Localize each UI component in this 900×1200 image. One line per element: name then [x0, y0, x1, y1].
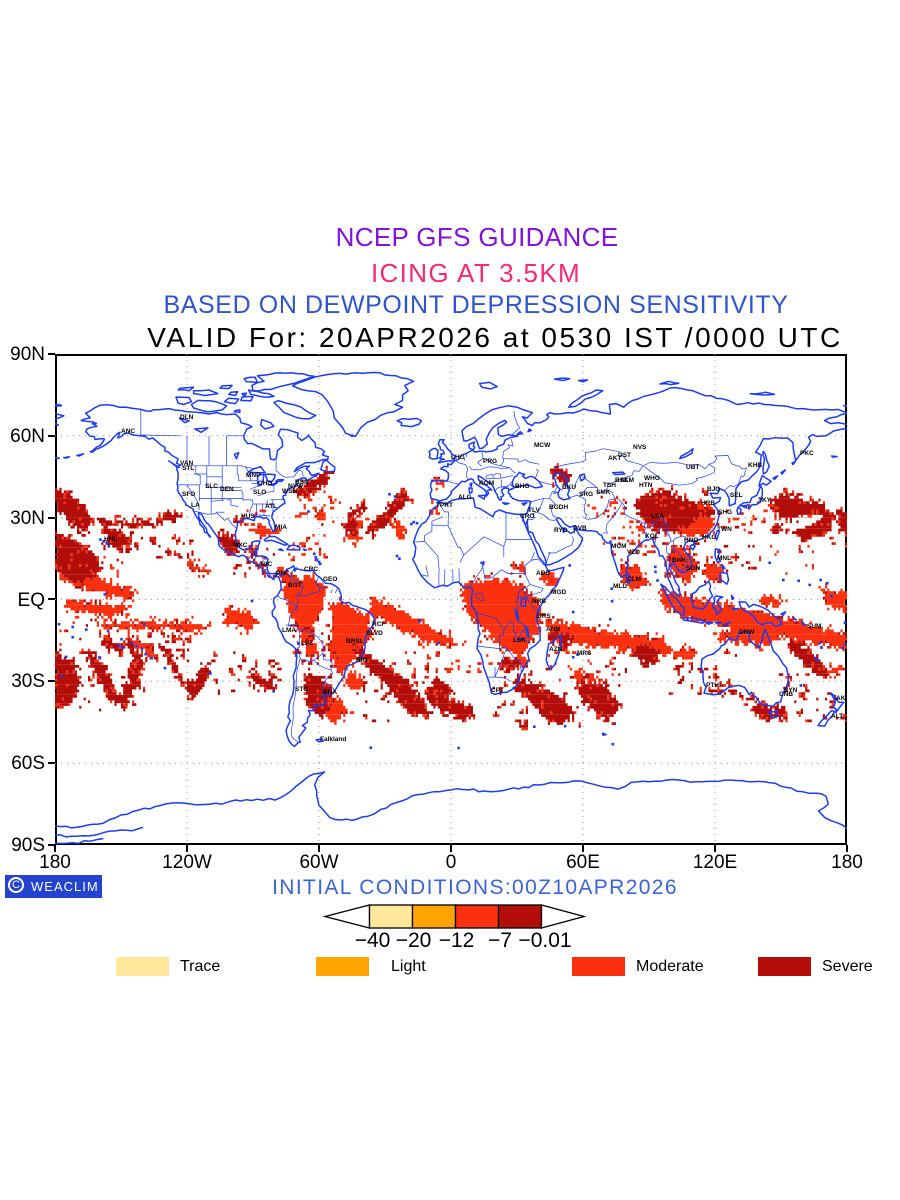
svg-text:PTH: PTH: [706, 682, 719, 689]
svg-text:PNC: PNC: [276, 570, 290, 577]
svg-text:MUM: MUM: [611, 543, 627, 550]
svg-text:SLO: SLO: [253, 489, 266, 496]
svg-text:HTN: HTN: [639, 482, 653, 489]
svg-text:SYN: SYN: [784, 687, 798, 694]
svg-text:BSN: BSN: [295, 479, 309, 486]
svg-text:MIA: MIA: [275, 524, 287, 531]
svg-text:MCW: MCW: [534, 442, 551, 449]
svg-text:SEL: SEL: [730, 492, 743, 499]
svg-text:LSK: LSK: [513, 637, 526, 644]
svg-text:SUM: SUM: [807, 623, 821, 630]
svg-text:NRB: NRB: [532, 598, 546, 605]
svg-text:MLD: MLD: [613, 583, 627, 590]
svg-text:BJG: BJG: [707, 486, 720, 493]
svg-text:CLM: CLM: [627, 576, 641, 583]
svg-text:BKK: BKK: [672, 557, 686, 564]
svg-text:MXC: MXC: [233, 542, 248, 549]
svg-text:PRG: PRG: [483, 458, 497, 465]
svg-text:MNL: MNL: [717, 555, 731, 562]
svg-text:KOL: KOL: [645, 533, 659, 540]
svg-text:SHG: SHG: [718, 509, 732, 516]
svg-text:BGDH: BGDH: [549, 504, 568, 511]
svg-text:ALT: ALT: [831, 713, 843, 720]
svg-text:TKY: TKY: [758, 497, 772, 504]
svg-text:VAN: VAN: [180, 460, 194, 467]
svg-text:LSA: LSA: [651, 513, 664, 520]
svg-text:NIC: NIC: [261, 561, 273, 568]
svg-text:DEN: DEN: [220, 486, 234, 493]
svg-text:HRB: HRB: [701, 500, 715, 507]
svg-text:HNO: HNO: [684, 537, 698, 544]
svg-text:GEO: GEO: [323, 576, 337, 583]
svg-text:SLVD: SLVD: [366, 630, 383, 637]
svg-text:NVS: NVS: [633, 444, 647, 451]
svg-text:LHG: LHG: [451, 454, 465, 461]
svg-text:ALM: ALM: [620, 477, 634, 484]
svg-text:ROM: ROM: [479, 480, 494, 487]
svg-text:UBT: UBT: [686, 464, 699, 471]
svg-text:DRW: DRW: [739, 629, 755, 636]
svg-text:DLN: DLN: [180, 414, 194, 421]
svg-text:TWN: TWN: [717, 526, 732, 533]
svg-text:CRC: CRC: [304, 566, 318, 573]
svg-text:BKU: BKU: [562, 484, 576, 491]
svg-text:BGT: BGT: [288, 582, 302, 589]
svg-text:RIO: RIO: [356, 657, 368, 664]
svg-text:CRO: CRO: [520, 513, 534, 520]
svg-text:PKC: PKC: [800, 450, 814, 457]
svg-text:MGD: MGD: [551, 589, 566, 596]
svg-text:TPRT: TPRT: [436, 502, 453, 509]
svg-text:WHG: WHG: [644, 475, 660, 482]
svg-text:HUS: HUS: [241, 513, 255, 520]
svg-text:ANN: ANN: [546, 626, 560, 633]
svg-text:SRG: SRG: [579, 491, 593, 498]
svg-text:ATL: ATL: [265, 503, 277, 510]
svg-text:VZD: VZD: [627, 549, 640, 556]
svg-text:RYD: RYD: [554, 527, 568, 534]
svg-text:UST: UST: [618, 452, 631, 459]
svg-text:MNP: MNP: [246, 472, 261, 479]
svg-text:SFO: SFO: [182, 491, 195, 498]
svg-text:ANC: ANC: [121, 428, 135, 435]
svg-text:TSH: TSH: [603, 482, 616, 489]
svg-text:Falkland: Falkland: [320, 736, 346, 743]
svg-text:AKT: AKT: [608, 455, 621, 462]
svg-text:SMK: SMK: [596, 489, 611, 496]
svg-text:STL: STL: [182, 465, 194, 472]
svg-text:AKL: AKL: [836, 695, 847, 702]
svg-text:MRS: MRS: [577, 650, 592, 657]
svg-text:CNB: CNB: [779, 691, 793, 698]
svg-text:CHG: CHG: [258, 480, 272, 487]
svg-text:LPZ: LPZ: [301, 640, 313, 647]
svg-text:SGN: SGN: [686, 565, 700, 572]
svg-text:BSK: BSK: [615, 477, 629, 484]
svg-text:DRS: DRS: [537, 613, 551, 620]
svg-text:HKG: HKG: [702, 534, 716, 541]
svg-text:LA: LA: [191, 502, 200, 509]
svg-text:LMA: LMA: [282, 627, 296, 634]
svg-text:WSH: WSH: [282, 488, 297, 495]
svg-text:ADB: ADB: [536, 570, 550, 577]
svg-text:BNA: BNA: [323, 689, 337, 696]
svg-text:ALG: ALG: [458, 494, 472, 501]
svg-text:TLV: TLV: [528, 507, 540, 514]
svg-text:BRSL: BRSL: [346, 638, 364, 645]
svg-text:RCF: RCF: [372, 621, 385, 628]
svg-text:CPT: CPT: [491, 687, 504, 694]
svg-text:SLC: SLC: [205, 483, 218, 490]
svg-text:HNL: HNL: [104, 536, 117, 543]
svg-text:BHG: BHG: [515, 483, 529, 490]
svg-text:AZN: AZN: [549, 646, 563, 653]
svg-text:NYW: NYW: [288, 483, 304, 490]
svg-text:STG: STG: [295, 686, 308, 693]
svg-text:KHB: KHB: [748, 462, 762, 469]
svg-text:DVB: DVB: [573, 525, 587, 532]
